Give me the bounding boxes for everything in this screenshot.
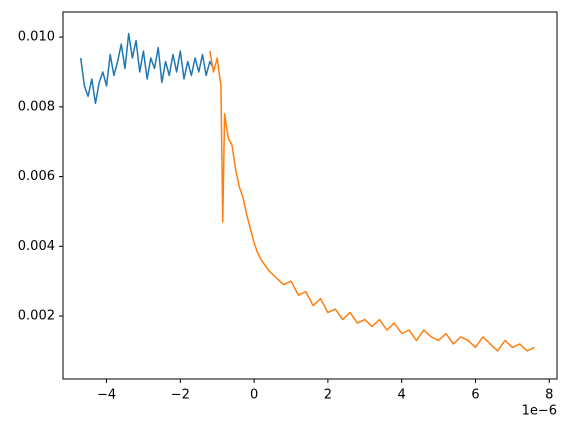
y-tick-label: 0.006 [18, 169, 55, 184]
x-tick-label: 2 [324, 388, 332, 403]
y-tick-label: 0.004 [18, 239, 55, 254]
x-tick-label: −4 [97, 388, 116, 403]
x-tick-label: 4 [398, 388, 406, 403]
data-line [79, 32, 215, 105]
data-line [209, 50, 535, 352]
y-tick-label: 0.002 [18, 309, 55, 324]
y-tick-label: 0.010 [18, 30, 55, 45]
x-tick-label: 0 [250, 388, 258, 403]
x-offset-label: 1e−6 [522, 404, 557, 419]
y-tick-label: 0.008 [18, 99, 55, 114]
x-tick-label: 6 [471, 388, 479, 403]
x-tick-label: −2 [171, 388, 190, 403]
plot-frame [62, 11, 558, 380]
x-tick-label: 8 [545, 388, 553, 403]
